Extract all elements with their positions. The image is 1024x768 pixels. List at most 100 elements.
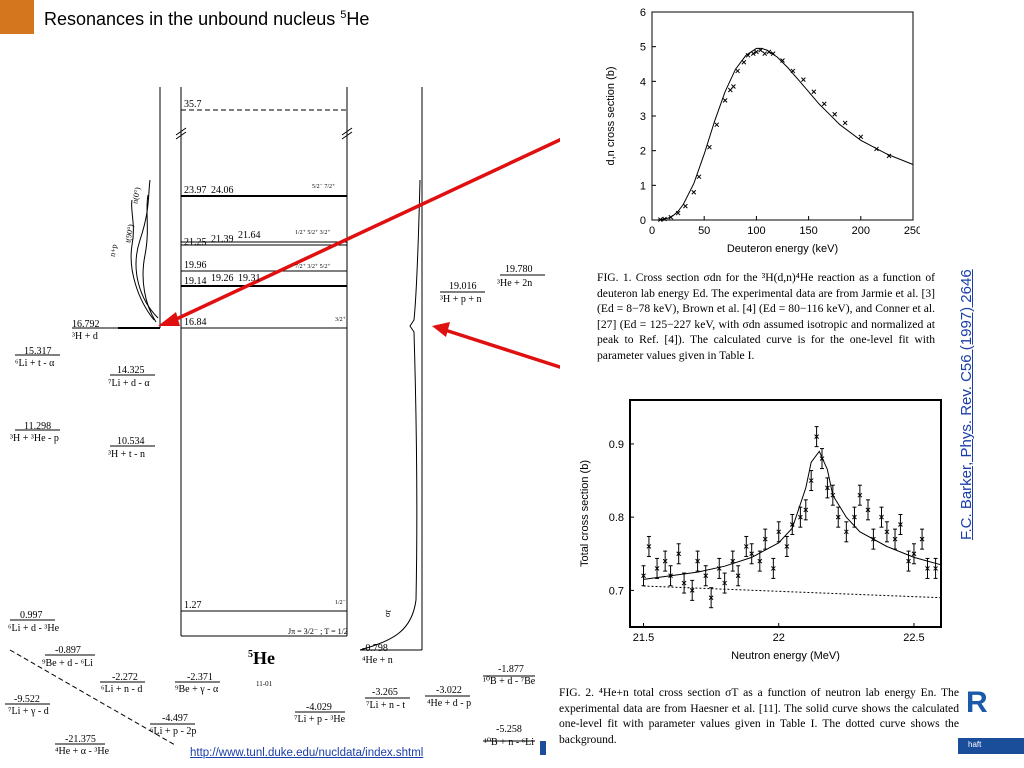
threshold-channel: ⁴He + n	[362, 655, 393, 666]
level-label: 19.26	[211, 273, 234, 284]
data-point	[871, 528, 876, 550]
data-point	[814, 426, 819, 448]
level-label: 23.97	[184, 185, 207, 196]
data-point	[925, 557, 930, 579]
level-label: 19.31	[238, 273, 261, 284]
y-tick-label: 4	[640, 76, 646, 88]
data-point	[801, 77, 806, 82]
data-point	[770, 557, 776, 579]
accent-square	[0, 0, 34, 34]
threshold-channel: ⁹Be + γ - α	[175, 684, 219, 695]
data-point	[714, 122, 720, 128]
data-point	[641, 565, 646, 587]
spin-label: 1/2⁺ 5/2⁺ 3/2⁺	[295, 230, 331, 236]
data-point	[762, 528, 768, 550]
threshold-channel: ⁴He + α - ³He	[55, 746, 110, 757]
data-point	[683, 203, 688, 209]
level-label: 1.27	[184, 600, 202, 611]
threshold-value: -0.798	[362, 643, 388, 654]
data-point	[821, 101, 827, 107]
data-point	[842, 120, 848, 126]
x-tick-label: 250	[904, 225, 920, 237]
curve-label: n+p	[107, 243, 119, 258]
data-point	[657, 217, 663, 223]
plot-frame	[629, 399, 942, 628]
data-point	[790, 68, 796, 74]
data-point	[750, 51, 756, 56]
figure2-caption: FIG. 2. ⁴He+n total cross section σT as …	[559, 686, 959, 746]
fit-curve	[657, 47, 914, 221]
threshold-channel: ⁶Li + p - 2p	[150, 726, 197, 737]
data-point	[762, 51, 768, 56]
data-point	[741, 59, 747, 65]
data-point	[808, 470, 814, 492]
y-tick-label: 0.8	[609, 512, 624, 524]
data-point	[911, 543, 917, 565]
footer-band	[958, 738, 1024, 754]
threshold-channel: ⁷Li + p - ³He	[294, 714, 346, 725]
threshold-value: -3.265	[372, 687, 398, 698]
data-point	[906, 550, 911, 572]
threshold-channel: ⁷Li + γ - d	[8, 706, 49, 717]
threshold-value: 16.792	[72, 319, 100, 330]
threshold-channel: ⁶Li + t - α	[15, 358, 55, 369]
y-axis-label: Total cross section (b)	[579, 460, 591, 567]
data-point	[754, 49, 759, 55]
threshold-channel: ⁶Li + d - ³He	[8, 623, 60, 634]
level-label: 35.7	[184, 99, 202, 110]
figure1-chart: 0 50 100 150 200 250 0 1 2 3 4 5 6 Deuteron energy (k…	[605, 7, 920, 255]
data-point	[708, 587, 714, 609]
data-point	[784, 535, 790, 557]
data-point	[662, 550, 668, 572]
x-tick-label: 100	[747, 225, 765, 237]
spin-label: 7/2⁺ 3/2⁺ 5/2⁺	[295, 264, 331, 270]
data-point	[852, 506, 857, 528]
threshold-value: -2.371	[187, 672, 213, 683]
y-tick-label: 0.9	[609, 439, 624, 451]
level-label: 24.06	[211, 185, 234, 196]
data-point	[776, 521, 782, 543]
data-point	[662, 216, 667, 222]
data-point	[722, 98, 728, 103]
level-label: 16.84	[184, 317, 207, 328]
x-tick-label: 22	[773, 632, 785, 644]
x-axis-label: Deuteron energy (keV)	[727, 243, 838, 255]
figure2-chart: 21.5 22 22.5 0.7 0.8 0.9 Neutron energy (MeV) T…	[579, 399, 942, 662]
data-point	[696, 174, 702, 180]
data-point	[780, 58, 785, 63]
data-point	[758, 47, 763, 53]
threshold-channel: ³H + t - n	[108, 449, 145, 460]
data-point	[676, 543, 682, 565]
data-point	[798, 506, 803, 528]
data-point	[681, 572, 687, 594]
data-point	[689, 579, 695, 601]
data-point	[743, 535, 749, 557]
x-tick-label: 21.5	[633, 632, 654, 644]
y-tick-label: 5	[640, 42, 646, 54]
spin-label: 5/2⁻ 7/2⁺	[312, 184, 336, 190]
source-url-link[interactable]: http://www.tunl.duke.edu/nucldata/index.…	[190, 747, 424, 759]
data-point	[703, 565, 709, 587]
slide-title: Resonances in the unbound nucleus 5He	[44, 9, 370, 29]
data-point	[757, 550, 763, 572]
threshold-value: 10.534	[117, 436, 145, 447]
threshold-channel: ³H + d	[72, 331, 98, 342]
data-point	[766, 49, 772, 55]
spin-label: 1/2⁻	[335, 600, 346, 606]
data-point	[654, 557, 660, 579]
citation-link[interactable]: F.C. Barker, Phys. Rev. C56 (1997) 2646	[958, 269, 975, 540]
threshold-value: -9.522	[14, 694, 40, 705]
data-point	[675, 210, 681, 216]
data-point	[735, 565, 741, 587]
x-tick-label: 150	[799, 225, 817, 237]
threshold-value: -4.497	[162, 713, 188, 724]
data-point	[749, 543, 755, 565]
level-label: 19.14	[184, 276, 207, 287]
data-point	[691, 189, 697, 195]
threshold-channel: ⁷Li + d - α	[108, 378, 150, 389]
threshold-channel: ³H + p + n	[440, 294, 482, 305]
data-point	[830, 484, 836, 506]
jpi-label: Jπ = 3/2⁻ ; T = 1/2	[288, 627, 348, 636]
data-point	[745, 52, 751, 58]
data-point	[919, 528, 925, 550]
